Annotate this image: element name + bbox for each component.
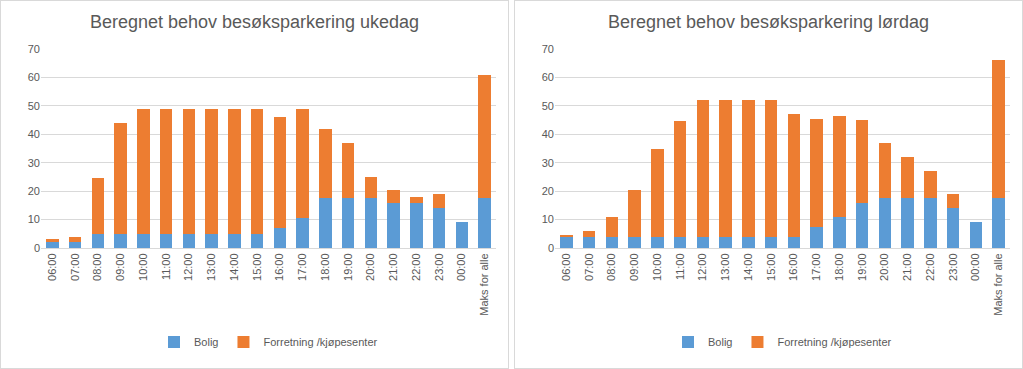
svg-text:10: 10 <box>542 213 554 225</box>
svg-text:12:00: 12:00 <box>696 253 708 281</box>
svg-text:Maks for alle: Maks for alle <box>992 253 1004 315</box>
svg-text:15:00: 15:00 <box>765 253 777 281</box>
svg-text:Beregnet behov besøksparkering: Beregnet behov besøksparkering lørdag <box>608 12 929 32</box>
svg-text:50: 50 <box>542 100 554 112</box>
svg-text:19:00: 19:00 <box>856 253 868 281</box>
svg-text:Maks for alle: Maks for alle <box>478 253 490 315</box>
svg-text:30: 30 <box>28 157 40 169</box>
svg-text:21:00: 21:00 <box>901 253 913 281</box>
svg-text:70: 70 <box>542 43 554 55</box>
svg-text:14:00: 14:00 <box>742 253 754 281</box>
svg-text:20:00: 20:00 <box>878 253 890 281</box>
svg-text:16:00: 16:00 <box>787 253 799 281</box>
svg-text:19:00: 19:00 <box>342 253 354 281</box>
svg-text:14:00: 14:00 <box>228 253 240 281</box>
svg-text:Forretning /kjøpesenter: Forretning /kjøpesenter <box>263 336 377 348</box>
svg-text:70: 70 <box>28 43 40 55</box>
svg-text:40: 40 <box>28 128 40 140</box>
svg-text:23:00: 23:00 <box>433 253 445 281</box>
svg-text:10:00: 10:00 <box>651 253 663 281</box>
svg-text:09:00: 09:00 <box>114 253 126 281</box>
svg-text:23:00: 23:00 <box>947 253 959 281</box>
svg-text:08:00: 08:00 <box>605 253 617 281</box>
svg-text:Bolig: Bolig <box>708 336 732 348</box>
svg-text:Forretning /kjøpesenter: Forretning /kjøpesenter <box>777 336 891 348</box>
svg-text:21:00: 21:00 <box>387 253 399 281</box>
svg-text:17:00: 17:00 <box>810 253 822 281</box>
svg-text:0: 0 <box>548 242 554 254</box>
svg-text:13:00: 13:00 <box>205 253 217 281</box>
svg-text:16:00: 16:00 <box>273 253 285 281</box>
svg-text:20: 20 <box>28 185 40 197</box>
svg-text:08:00: 08:00 <box>91 253 103 281</box>
svg-text:60: 60 <box>542 71 554 83</box>
svg-text:Beregnet behov besøksparkering: Beregnet behov besøksparkering ukedag <box>90 12 419 32</box>
svg-text:12:00: 12:00 <box>182 253 194 281</box>
svg-text:00:00: 00:00 <box>455 253 467 281</box>
svg-text:22:00: 22:00 <box>924 253 936 281</box>
svg-text:00:00: 00:00 <box>969 253 981 281</box>
svg-text:06:00: 06:00 <box>560 253 572 281</box>
svg-text:11:00: 11:00 <box>674 253 686 280</box>
svg-text:50: 50 <box>28 100 40 112</box>
svg-text:20: 20 <box>542 185 554 197</box>
svg-text:17:00: 17:00 <box>296 253 308 281</box>
svg-text:22:00: 22:00 <box>410 253 422 281</box>
svg-text:06:00: 06:00 <box>46 253 58 281</box>
svg-text:13:00: 13:00 <box>719 253 731 281</box>
svg-text:09:00: 09:00 <box>628 253 640 281</box>
svg-text:07:00: 07:00 <box>583 253 595 281</box>
svg-text:60: 60 <box>28 71 40 83</box>
svg-text:11:00: 11:00 <box>160 253 172 280</box>
svg-text:20:00: 20:00 <box>364 253 376 281</box>
svg-text:07:00: 07:00 <box>69 253 81 281</box>
svg-text:18:00: 18:00 <box>833 253 845 281</box>
svg-text:Bolig: Bolig <box>194 336 218 348</box>
svg-text:10:00: 10:00 <box>137 253 149 281</box>
svg-text:15:00: 15:00 <box>251 253 263 281</box>
svg-text:40: 40 <box>542 128 554 140</box>
svg-text:18:00: 18:00 <box>319 253 331 281</box>
svg-text:0: 0 <box>34 242 40 254</box>
svg-text:30: 30 <box>542 157 554 169</box>
svg-text:10: 10 <box>28 213 40 225</box>
